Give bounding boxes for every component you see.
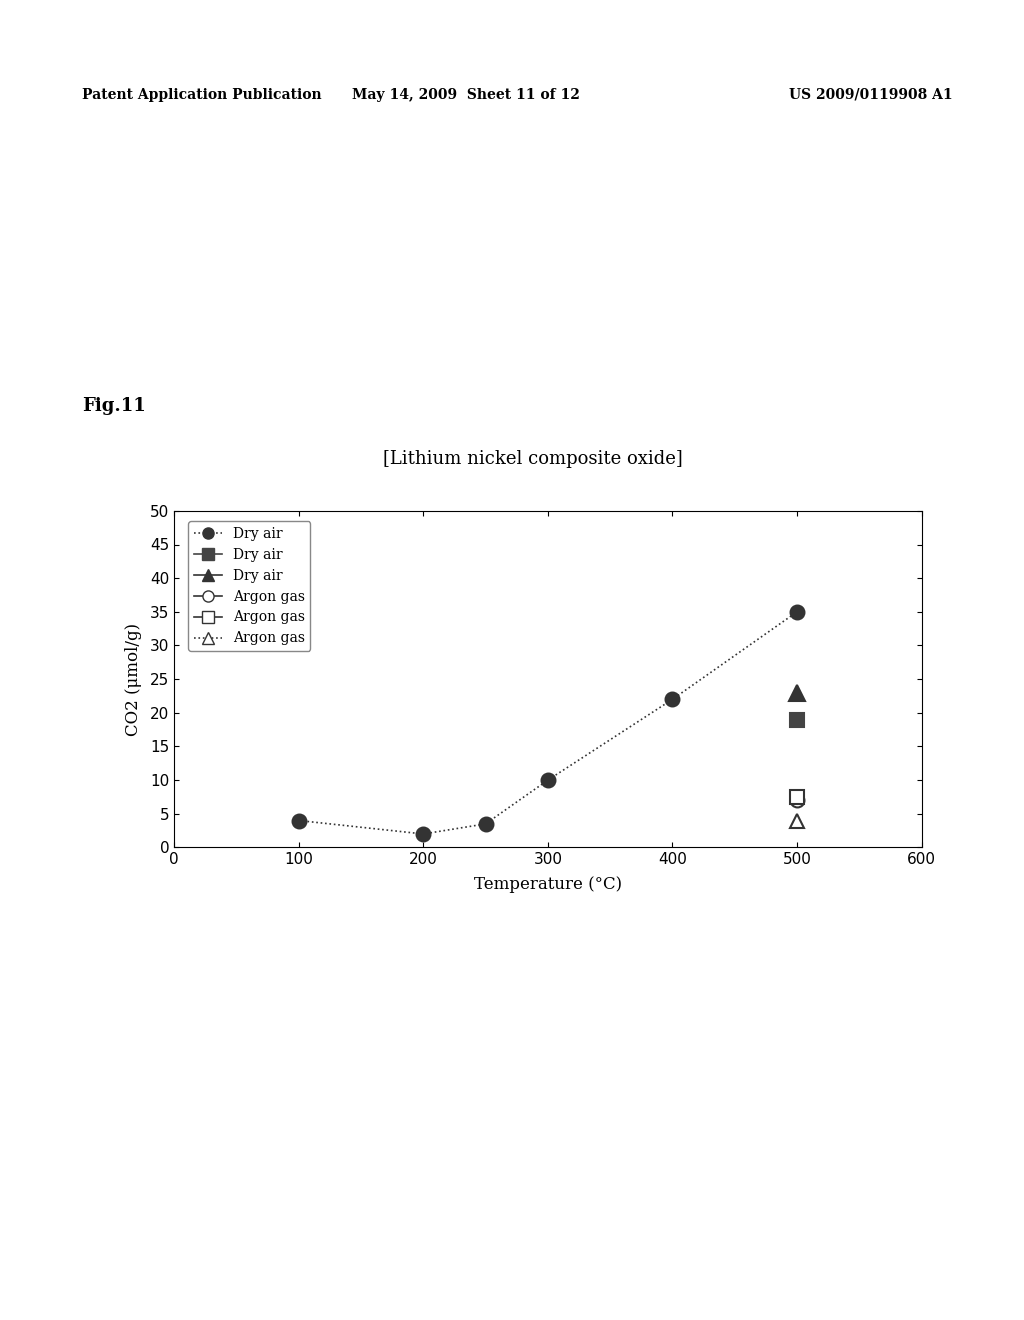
Text: US 2009/0119908 A1: US 2009/0119908 A1 [788, 88, 952, 102]
Text: [Lithium nickel composite oxide]: [Lithium nickel composite oxide] [383, 450, 682, 469]
Text: Patent Application Publication: Patent Application Publication [82, 88, 322, 102]
X-axis label: Temperature (°C): Temperature (°C) [474, 875, 622, 892]
Legend: Dry air, Dry air, Dry air, Argon gas, Argon gas, Argon gas: Dry air, Dry air, Dry air, Argon gas, Ar… [188, 521, 310, 651]
Text: May 14, 2009  Sheet 11 of 12: May 14, 2009 Sheet 11 of 12 [352, 88, 580, 102]
Y-axis label: CO2 (μmol/g): CO2 (μmol/g) [125, 623, 141, 735]
Text: Fig.11: Fig.11 [82, 397, 145, 414]
